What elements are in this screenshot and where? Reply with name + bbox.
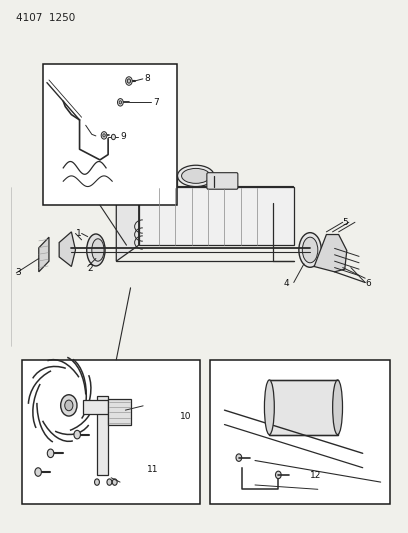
Text: 7: 7 <box>153 98 159 107</box>
Circle shape <box>61 395 77 416</box>
Circle shape <box>119 101 122 104</box>
Polygon shape <box>116 187 139 261</box>
Bar <box>97 395 108 475</box>
Circle shape <box>111 134 115 140</box>
Circle shape <box>65 400 73 411</box>
Text: 2: 2 <box>88 264 93 272</box>
Circle shape <box>275 471 281 479</box>
Circle shape <box>112 479 117 485</box>
Text: 6: 6 <box>365 279 371 288</box>
Polygon shape <box>314 235 347 272</box>
Bar <box>43 64 177 205</box>
Ellipse shape <box>333 380 343 434</box>
Ellipse shape <box>299 232 322 267</box>
Bar <box>22 360 200 504</box>
Ellipse shape <box>177 165 214 187</box>
Circle shape <box>101 132 107 139</box>
Text: 10: 10 <box>180 413 191 421</box>
Ellipse shape <box>264 380 274 434</box>
Text: 9: 9 <box>120 133 126 141</box>
Polygon shape <box>139 187 294 245</box>
Circle shape <box>47 449 54 457</box>
Ellipse shape <box>86 234 105 266</box>
Circle shape <box>126 77 132 85</box>
Polygon shape <box>116 187 294 203</box>
Ellipse shape <box>182 168 210 183</box>
Circle shape <box>236 454 242 462</box>
Circle shape <box>95 479 100 485</box>
Text: 8: 8 <box>145 75 151 83</box>
Text: 12: 12 <box>310 471 322 480</box>
Circle shape <box>118 99 123 106</box>
Ellipse shape <box>92 239 104 261</box>
Bar <box>269 380 337 434</box>
Text: 4: 4 <box>284 279 289 288</box>
FancyBboxPatch shape <box>207 173 238 189</box>
Bar <box>83 400 108 415</box>
Text: 3: 3 <box>16 269 21 277</box>
Text: 5: 5 <box>343 218 348 227</box>
Polygon shape <box>59 232 75 266</box>
Text: 11: 11 <box>147 465 158 473</box>
Text: 4107  1250: 4107 1250 <box>16 13 75 23</box>
Bar <box>108 399 131 424</box>
Circle shape <box>74 430 80 439</box>
Circle shape <box>127 79 131 83</box>
Circle shape <box>103 134 105 137</box>
Circle shape <box>107 479 112 485</box>
Polygon shape <box>39 237 49 272</box>
Circle shape <box>35 468 42 477</box>
Bar <box>210 360 390 504</box>
Ellipse shape <box>302 237 318 263</box>
Text: 1: 1 <box>75 229 81 238</box>
